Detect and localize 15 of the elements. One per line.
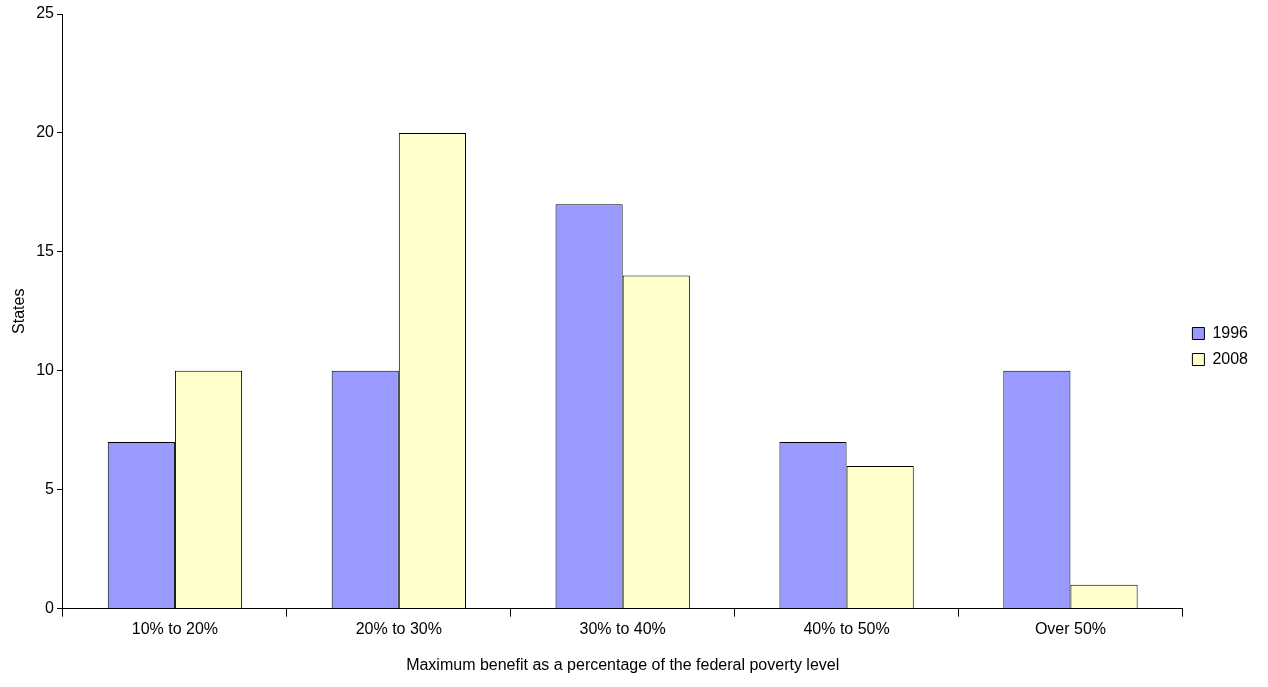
legend-label: 2008 [1212,349,1249,367]
x-tick-label: Over 50% [1034,619,1107,637]
legend-label: 1996 [1212,323,1249,341]
y-tick-label: 0 [45,599,55,617]
y-tick-label: 15 [36,242,55,260]
x-tick-label: 30% to 40% [579,619,666,637]
y-tick-label: 5 [45,480,55,498]
x-tick-label: 40% to 50% [803,619,890,637]
y-tick-label: 25 [36,4,55,22]
y-tick-label: 10 [36,361,55,379]
x-tick-label: 10% to 20% [131,619,219,637]
y-axis-title: States [10,288,28,334]
x-axis-title: Maximum benefit as a percentage of the federal poverty level [406,655,840,673]
x-tick-label: 20% to 30% [355,619,442,637]
y-tick-label: 20 [36,123,55,141]
